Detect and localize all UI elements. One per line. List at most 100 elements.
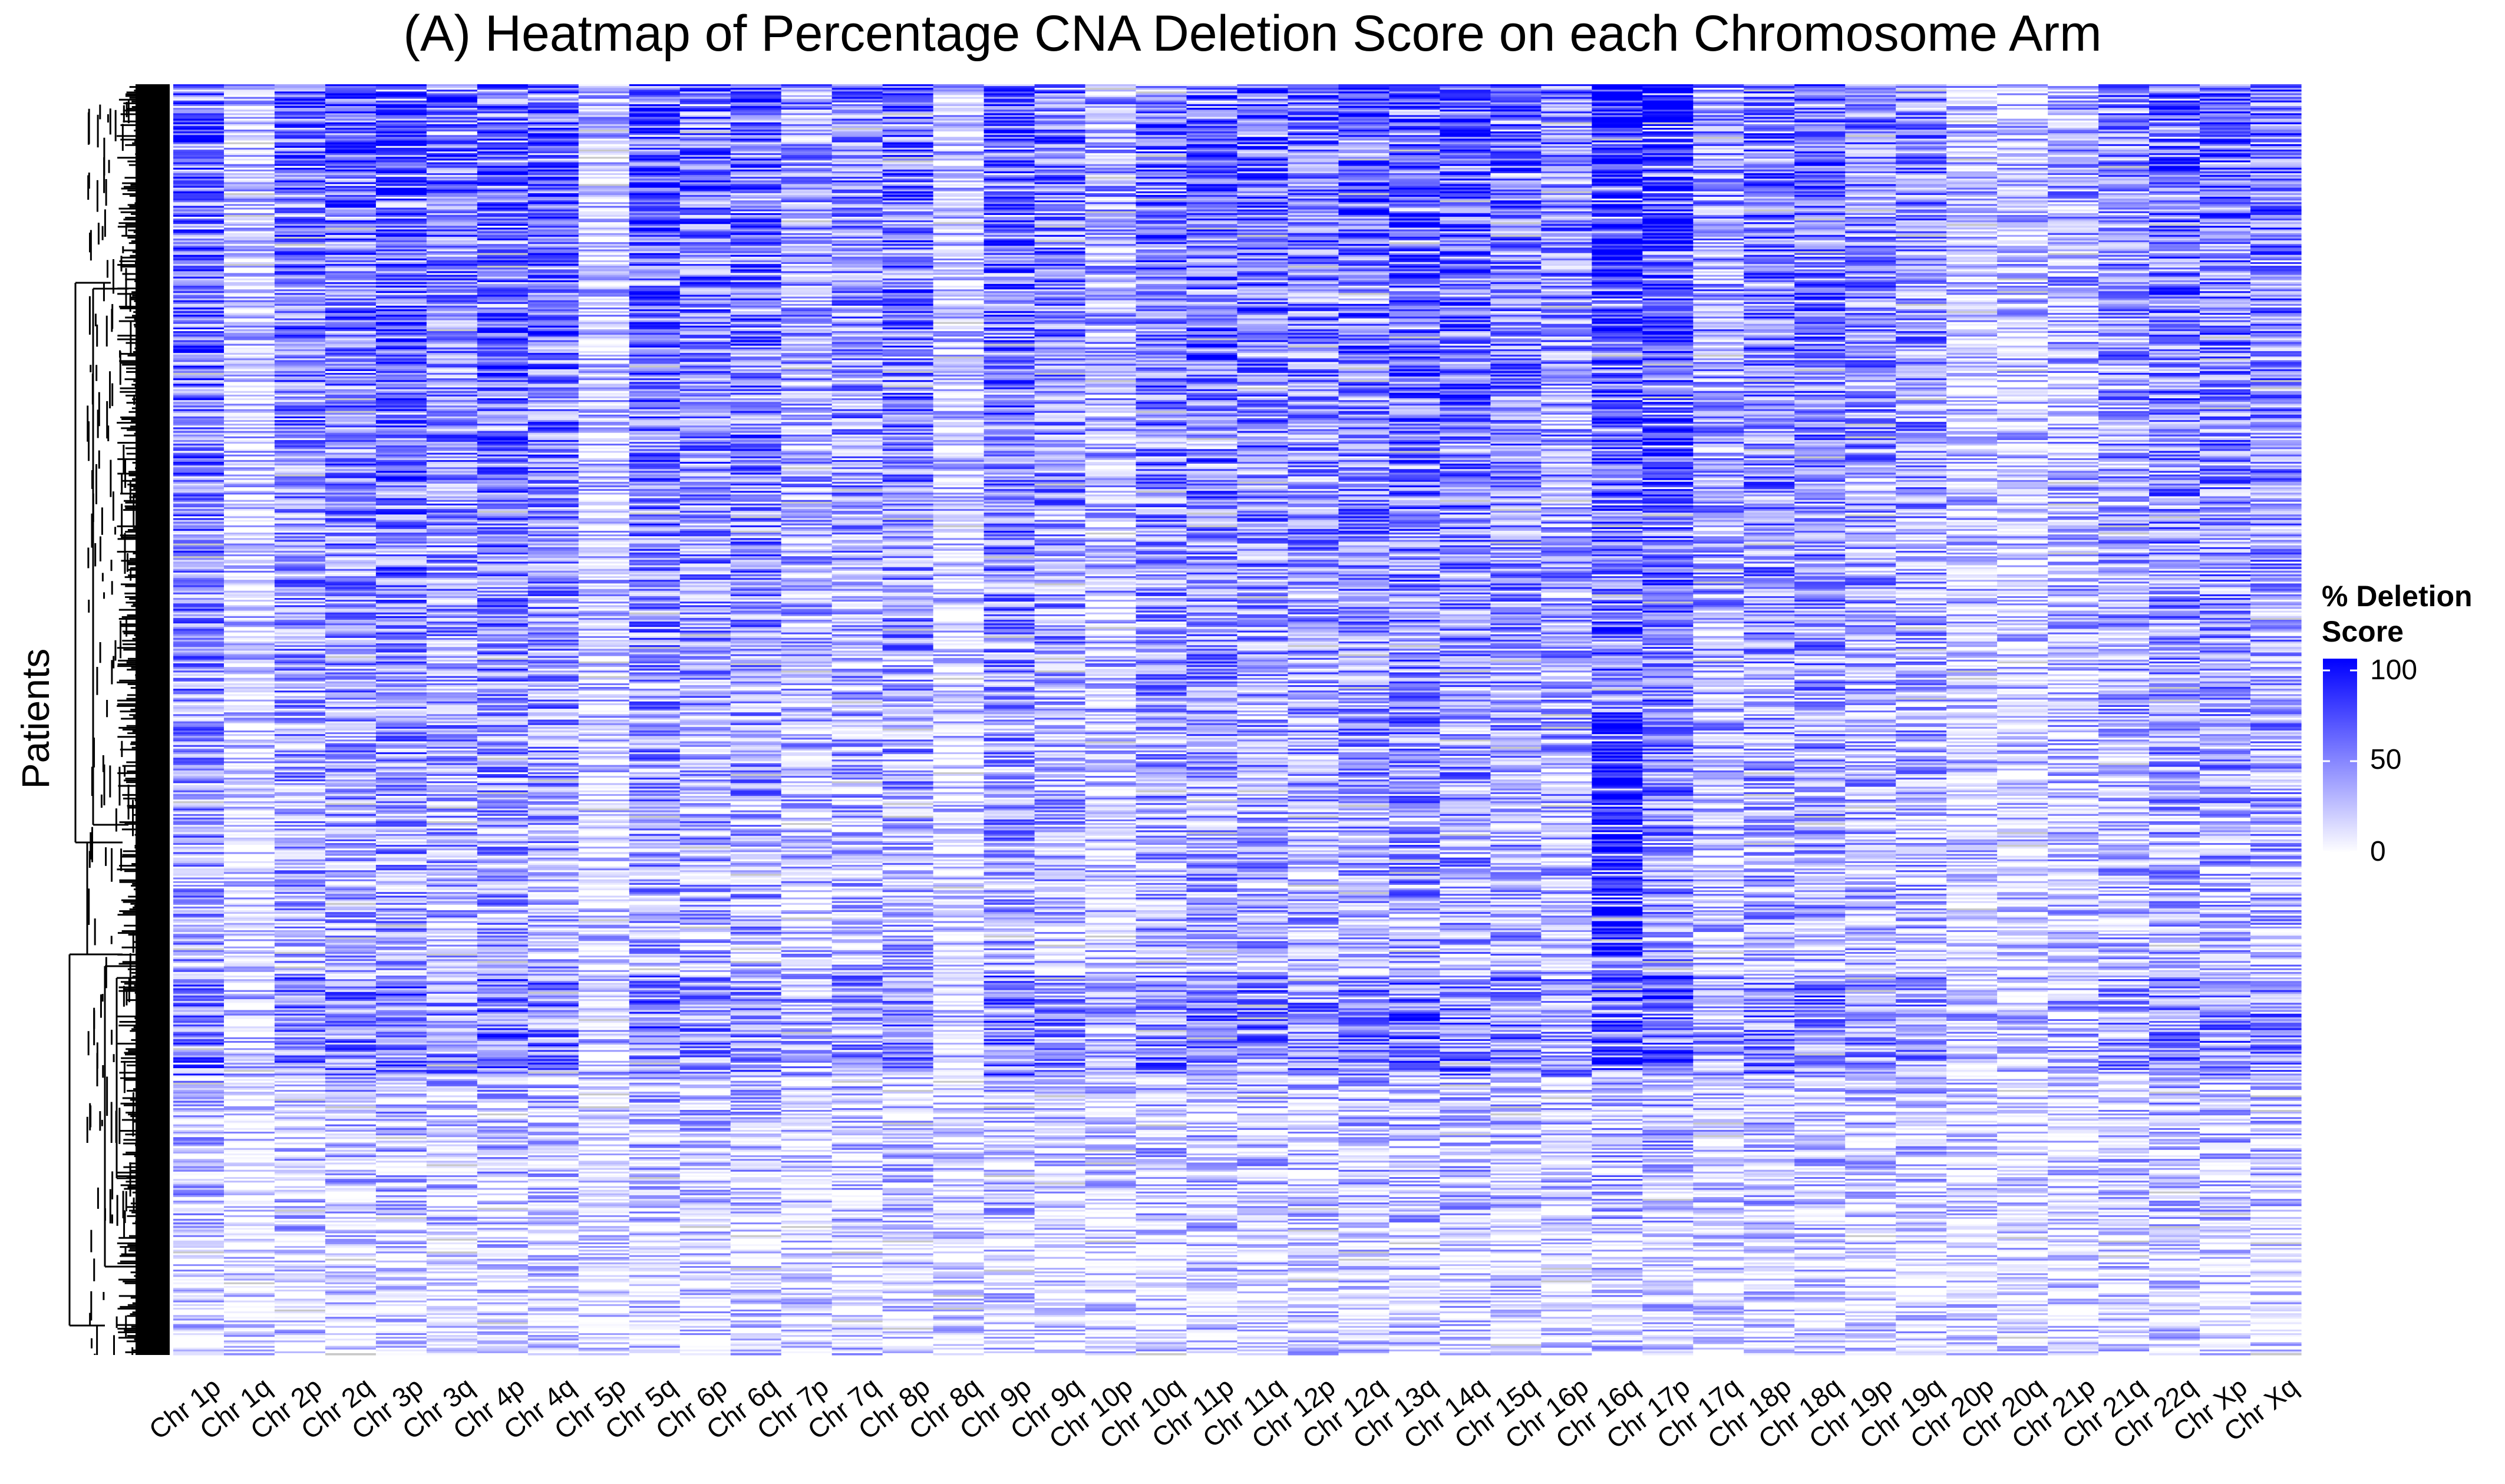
heatmap-cell	[1440, 86, 1491, 88]
heatmap-cell	[1034, 177, 1086, 179]
heatmap-cell	[1490, 93, 1542, 96]
heatmap-cell	[375, 104, 427, 107]
heatmap-cell	[1997, 169, 2048, 172]
heatmap-cell	[477, 144, 529, 147]
heatmap-cell	[2048, 166, 2099, 168]
heatmap-cell	[375, 169, 427, 172]
heatmap-cell	[1997, 187, 2048, 190]
heatmap-cell	[1490, 90, 1542, 92]
heatmap-cell	[325, 104, 377, 107]
heatmap-cell	[1136, 184, 1187, 187]
heatmap-cell	[1896, 175, 1947, 177]
heatmap-cell	[578, 117, 630, 120]
heatmap-cell	[477, 146, 529, 148]
heatmap-cell	[1440, 187, 1491, 190]
heatmap-cell	[173, 140, 225, 143]
heatmap-cell	[325, 158, 377, 161]
heatmap-cell	[1541, 179, 1592, 181]
heatmap-cell	[1541, 157, 1592, 159]
heatmap-cell	[2250, 144, 2302, 147]
heatmap-cell	[1693, 117, 1744, 120]
heatmap-cell	[2200, 155, 2251, 157]
heatmap-cell	[1288, 115, 1339, 118]
heatmap-cell	[933, 131, 985, 134]
heatmap-cell	[1186, 160, 1238, 163]
heatmap-cell	[2149, 120, 2200, 123]
heatmap-cell	[2149, 113, 2200, 115]
heatmap-cell	[1592, 180, 1643, 183]
heatmap-cell	[1845, 122, 1896, 125]
heatmap-cell	[274, 173, 326, 176]
heatmap-cell	[1338, 175, 1390, 177]
heatmap-cell	[2149, 110, 2200, 112]
heatmap-cell	[1794, 147, 1846, 150]
heatmap-cell	[1794, 105, 1846, 108]
heatmap-cell	[1693, 111, 1744, 114]
heatmap-cell	[2250, 137, 2302, 140]
heatmap-cell	[933, 186, 985, 189]
heatmap-cell	[730, 105, 782, 108]
heatmap-cell	[629, 160, 681, 163]
heatmap-cell	[2250, 146, 2302, 148]
heatmap-cell	[1440, 177, 1491, 179]
heatmap-cell	[2048, 149, 2099, 152]
heatmap-cell	[325, 175, 377, 177]
heatmap-cell	[223, 162, 275, 165]
heatmap-cell	[1997, 184, 2048, 187]
heatmap-cell	[1186, 117, 1238, 120]
heatmap-cell	[679, 144, 731, 147]
heatmap-cell	[629, 140, 681, 143]
heatmap-cell	[2098, 162, 2150, 165]
heatmap-cell	[933, 169, 985, 172]
heatmap-cell	[2098, 111, 2150, 114]
heatmap-cell	[325, 98, 377, 101]
heatmap-cell	[679, 167, 731, 170]
heatmap-cell	[1490, 153, 1542, 156]
heatmap-cell	[2200, 93, 2251, 96]
heatmap-cell	[629, 179, 681, 181]
heatmap-cell	[1490, 179, 1542, 181]
heatmap-cell	[983, 144, 1035, 147]
heatmap-cell	[477, 127, 529, 130]
heatmap-cell	[1034, 169, 1086, 172]
heatmap-cell	[1288, 137, 1339, 140]
heatmap-cell	[882, 111, 934, 114]
heatmap-cell	[274, 111, 326, 114]
heatmap-cell	[882, 146, 934, 148]
heatmap-cell	[933, 108, 985, 110]
heatmap-cell	[730, 108, 782, 110]
heatmap-cell	[1997, 120, 2048, 123]
heatmap-cell	[781, 90, 833, 92]
heatmap-cell	[173, 115, 225, 118]
heatmap-cell	[375, 184, 427, 187]
heatmap-cell	[426, 120, 478, 123]
heatmap-cell	[325, 166, 377, 168]
heatmap-cell	[1490, 118, 1542, 121]
heatmap-cell	[679, 151, 731, 154]
heatmap-cell	[933, 110, 985, 112]
heatmap-cell	[679, 138, 731, 141]
heatmap-cell	[2250, 151, 2302, 154]
heatmap-cell	[1794, 124, 1846, 127]
heatmap-cell	[1997, 173, 2048, 176]
heatmap-cell	[527, 111, 579, 114]
heatmap-cell	[173, 98, 225, 101]
heatmap-cell	[882, 113, 934, 115]
heatmap-cell	[1034, 86, 1086, 88]
heatmap-cell	[2200, 137, 2251, 140]
heatmap-cell	[274, 120, 326, 123]
heatmap-cell	[2048, 138, 2099, 141]
heatmap-cell	[1794, 90, 1846, 92]
heatmap-cell	[831, 155, 883, 157]
heatmap-cell	[1288, 177, 1339, 179]
heatmap-cell	[1237, 184, 1289, 187]
heatmap-cell	[1642, 97, 1694, 100]
heatmap-cell	[983, 135, 1035, 137]
heatmap-cell	[1642, 166, 1694, 168]
heatmap-cell	[1744, 138, 1795, 141]
heatmap-cell	[1389, 158, 1441, 161]
heatmap-cell	[933, 104, 985, 107]
heatmap-cell	[426, 105, 478, 108]
heatmap-cell	[1490, 171, 1542, 174]
heatmap-cell	[2250, 111, 2302, 114]
